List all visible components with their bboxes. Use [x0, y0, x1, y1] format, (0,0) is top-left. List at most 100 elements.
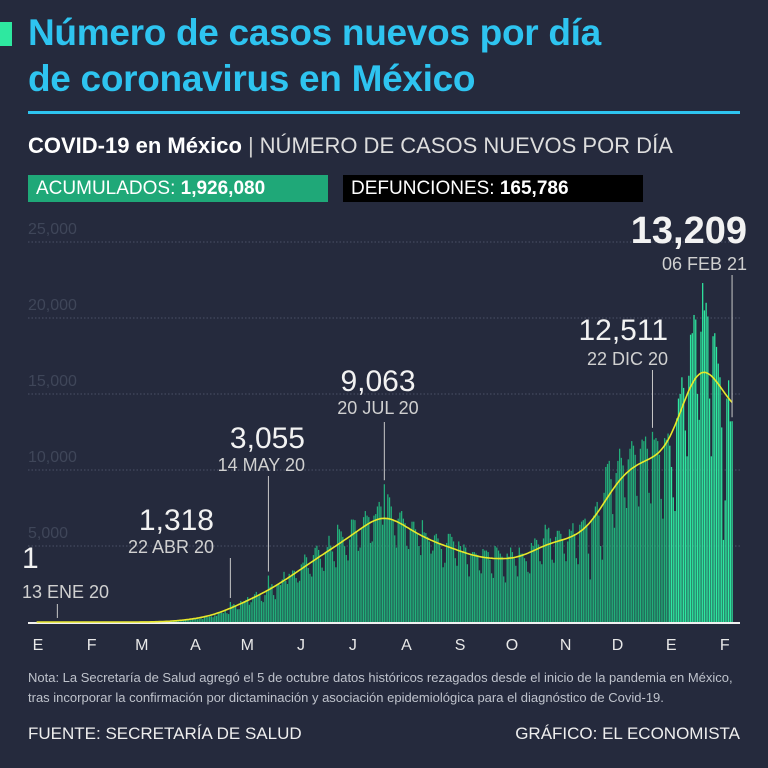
bar — [420, 555, 422, 622]
bar — [444, 562, 446, 622]
bar — [532, 546, 534, 622]
bar — [541, 564, 543, 622]
bar — [523, 558, 526, 622]
bar — [349, 539, 351, 622]
annotation-value: 1 — [22, 542, 39, 575]
bar — [688, 375, 690, 622]
accumulated-badge: ACUMULADOS: 1,926,080 — [28, 175, 328, 202]
bar — [193, 618, 195, 622]
bar — [490, 573, 493, 622]
subtitle: COVID-19 en México | NÚMERO DE CASOS NUEVO… — [28, 133, 673, 159]
bar — [247, 597, 249, 622]
bar — [186, 619, 188, 622]
bar — [489, 559, 491, 622]
bar — [724, 500, 726, 622]
bar — [361, 527, 363, 622]
bar — [596, 501, 598, 622]
bar — [632, 445, 635, 622]
bar — [639, 448, 642, 622]
bar — [449, 533, 451, 622]
bar — [181, 620, 183, 622]
bar — [248, 604, 251, 622]
bar — [428, 541, 430, 622]
bar — [179, 621, 181, 622]
bar — [191, 618, 193, 622]
bar — [224, 610, 226, 622]
bar — [421, 520, 424, 622]
x-month-label: J — [349, 637, 357, 654]
x-month-label: F — [720, 637, 730, 654]
bar — [478, 570, 481, 622]
bar — [430, 553, 432, 622]
bar — [594, 506, 597, 622]
bar — [241, 603, 244, 622]
bar — [636, 495, 638, 622]
bar — [651, 431, 654, 622]
bar — [387, 494, 389, 622]
y-tick-label: 20,000 — [28, 297, 77, 314]
accumulated-label: ACUMULADOS: — [36, 178, 176, 199]
bar — [700, 331, 702, 622]
bar — [177, 621, 180, 622]
bar — [176, 621, 178, 622]
bar — [693, 314, 695, 622]
bar — [589, 579, 591, 622]
bar — [425, 533, 427, 622]
bar — [722, 539, 725, 622]
bar — [243, 601, 245, 622]
bar — [468, 576, 470, 622]
bar — [228, 614, 230, 622]
bar — [456, 565, 458, 622]
bar — [643, 441, 645, 622]
bar — [625, 508, 628, 622]
bar — [210, 616, 212, 622]
bar — [520, 553, 522, 622]
bar — [316, 545, 318, 622]
footnote: Nota: La Secretaría de Salud agregó el 5… — [28, 670, 733, 705]
bar — [463, 544, 465, 622]
title-line-2: de coronavirus en México — [28, 58, 476, 99]
bar — [591, 520, 593, 622]
bar — [703, 310, 706, 622]
x-month-label: S — [455, 637, 466, 654]
x-month-label: A — [190, 637, 201, 654]
bar — [525, 561, 527, 622]
bar — [380, 506, 382, 622]
bar — [276, 585, 278, 622]
bar — [593, 515, 595, 622]
bar — [368, 517, 370, 622]
bar — [466, 564, 469, 622]
bar — [712, 336, 714, 622]
bar — [508, 556, 510, 622]
bar — [451, 536, 453, 622]
bar — [255, 591, 257, 622]
bar — [231, 605, 233, 622]
bar — [728, 380, 730, 622]
bar — [698, 419, 700, 622]
bar — [511, 552, 513, 622]
bar — [729, 421, 731, 622]
bar — [174, 621, 176, 622]
bar — [274, 599, 276, 622]
bar — [356, 532, 358, 622]
bar — [544, 524, 546, 622]
bar — [579, 524, 581, 622]
bar — [684, 430, 686, 622]
bar — [667, 433, 669, 622]
bar — [347, 560, 349, 622]
bar — [342, 536, 344, 622]
bar — [337, 524, 339, 622]
bar — [238, 609, 240, 622]
bar — [236, 609, 238, 622]
bar — [496, 547, 498, 622]
bar — [617, 460, 619, 622]
bar — [482, 549, 484, 622]
annotation-value: 12,511 — [578, 314, 668, 347]
bar — [189, 620, 192, 622]
bar — [587, 553, 590, 622]
bar — [279, 585, 282, 622]
bar — [534, 538, 536, 622]
bar — [300, 564, 302, 622]
bar — [411, 521, 413, 622]
